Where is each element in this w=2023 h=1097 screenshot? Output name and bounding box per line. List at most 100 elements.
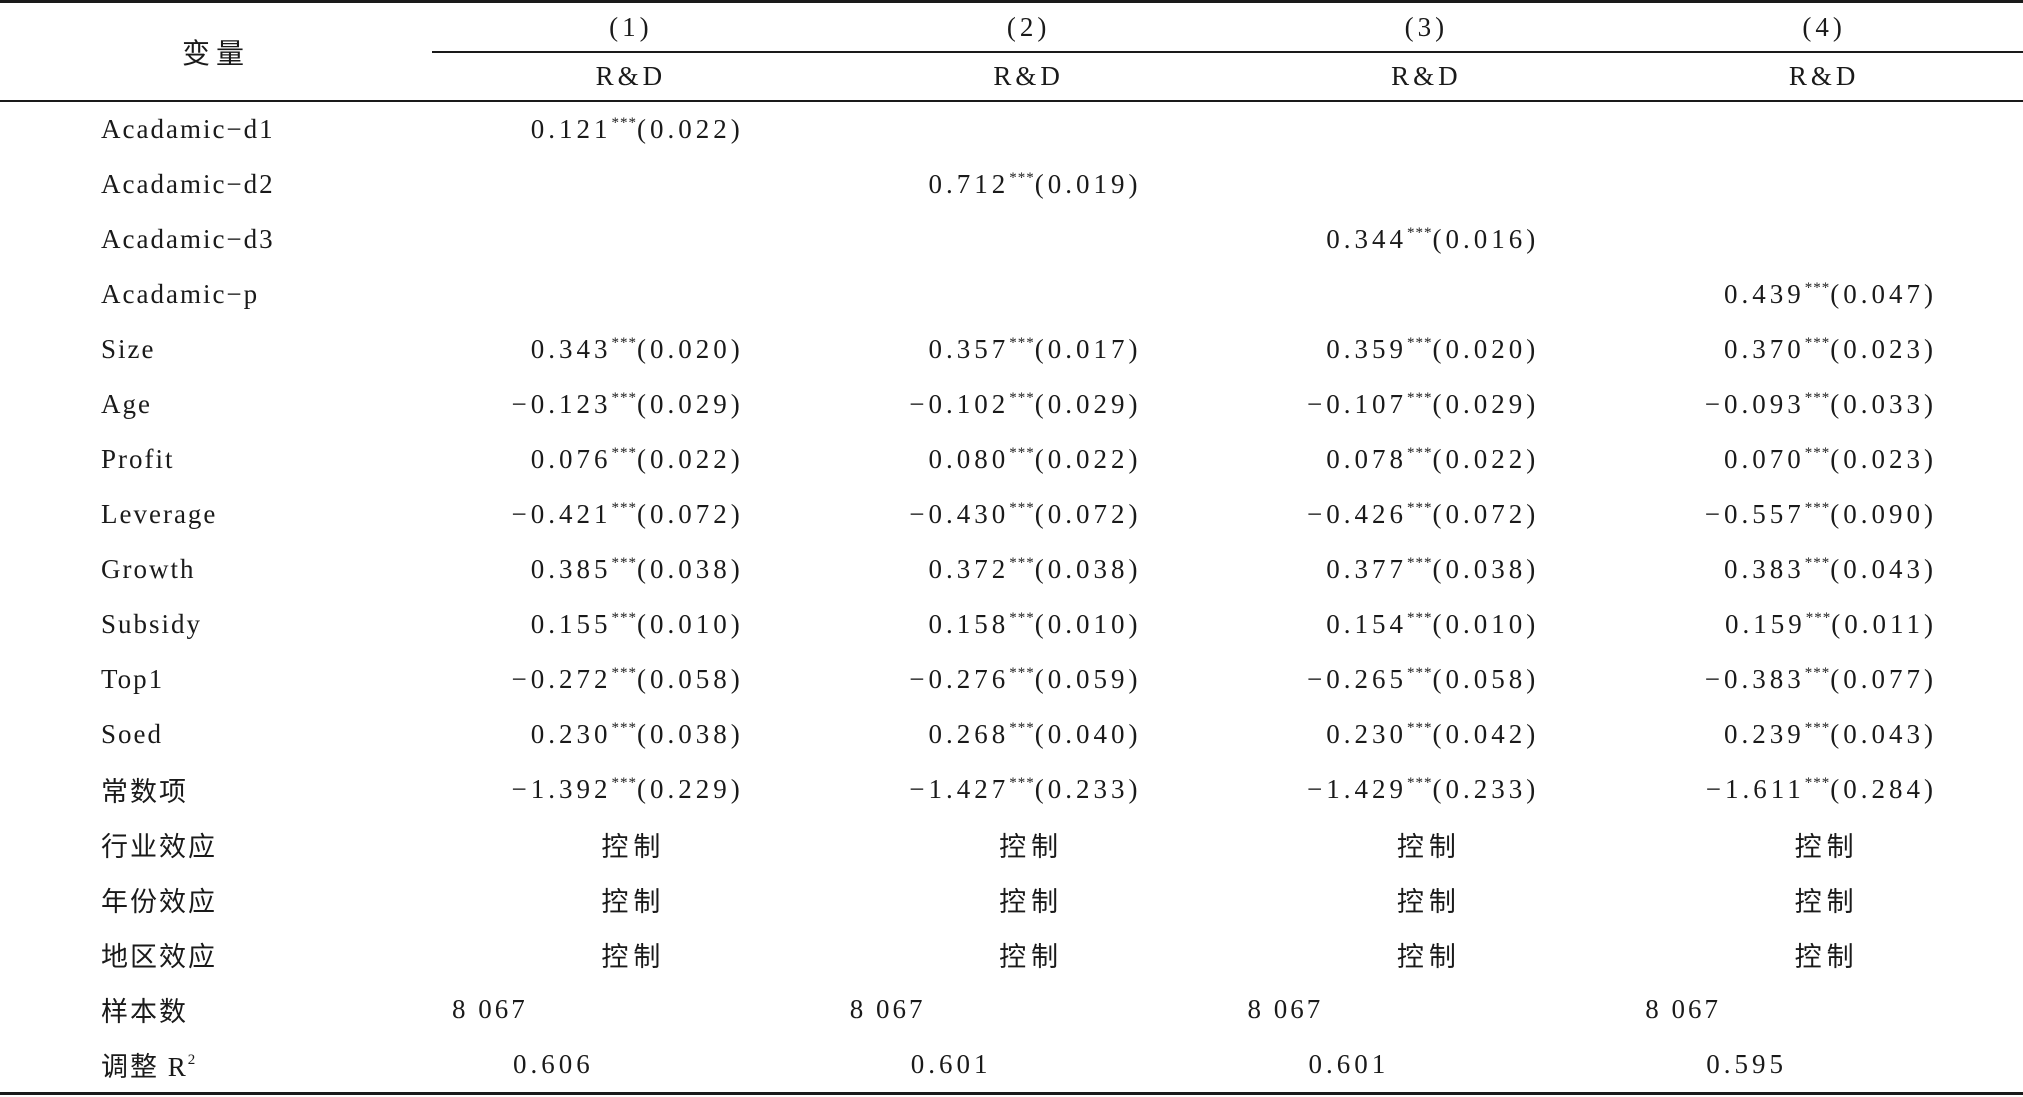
- table-row: 常数项 −1.392***(0.229) −1.427***(0.233) −1.42…: [0, 762, 2023, 817]
- significance-stars: ***: [611, 500, 638, 516]
- row-label-text: Soed: [101, 719, 163, 749]
- coef-cell: −0.102***(0.029): [830, 389, 1228, 420]
- header-mid-rule: [432, 51, 2023, 53]
- control-cell: 控制: [1396, 832, 1461, 862]
- coefficient: 0.159: [1725, 609, 1806, 639]
- standard-error: (0.043): [1830, 554, 1937, 584]
- coef-cell: 0.377***(0.038): [1228, 554, 1626, 585]
- row-label-text: Size: [101, 334, 156, 364]
- significance-stars: ***: [1407, 500, 1433, 516]
- standard-error: (0.023): [1830, 444, 1937, 474]
- row-label: Profit: [0, 444, 432, 475]
- row-label-text: 地区效应: [101, 942, 217, 972]
- column-number-2: (2): [1006, 11, 1051, 42]
- dependent-variable-1: R&D: [595, 61, 667, 91]
- significance-stars: ***: [611, 390, 638, 406]
- row-label-text: Acadamic−d2: [101, 169, 275, 199]
- significance-stars: ***: [1804, 280, 1831, 296]
- control-row: 年份效应 控制 控制 控制 控制: [0, 872, 2023, 927]
- standard-error: (0.022): [637, 114, 744, 144]
- coef-cell: 0.439***(0.047): [1625, 279, 2023, 310]
- coefficient: 0.385: [530, 554, 612, 584]
- row-label-text: Subsidy: [101, 609, 203, 639]
- row-label: Acadamic−d3: [0, 224, 432, 255]
- coef-cell: −1.429***(0.233): [1228, 774, 1626, 805]
- coef-cell: −1.611***(0.284): [1625, 774, 2023, 805]
- significance-stars: ***: [1009, 665, 1035, 681]
- significance-stars: ***: [1009, 610, 1035, 626]
- significance-stars: ***: [1009, 555, 1035, 571]
- significance-stars: ***: [611, 555, 638, 571]
- standard-error: (0.058): [1432, 664, 1540, 694]
- standard-error: (0.229): [637, 774, 744, 804]
- coef-cell: 0.155***(0.010): [432, 609, 830, 640]
- significance-stars: ***: [1407, 720, 1433, 736]
- standard-error: (0.016): [1432, 224, 1540, 254]
- coefficient: −0.123: [511, 389, 612, 419]
- dependent-variable-2: R&D: [993, 61, 1064, 91]
- control-cell: 控制: [999, 832, 1064, 862]
- row-label-text: Acadamic−p: [101, 279, 260, 309]
- row-label-text: Age: [101, 389, 152, 419]
- standard-error: (0.019): [1034, 169, 1142, 199]
- significance-stars: ***: [1804, 390, 1831, 406]
- control-row: 地区效应 控制 控制 控制 控制: [0, 927, 2023, 982]
- adj-r2-row: 调整 R2 0.606 0.601 0.601 0.595: [0, 1037, 2023, 1092]
- coef-cell: 0.357***(0.017): [830, 334, 1228, 365]
- row-label-text: 年份效应: [101, 887, 217, 917]
- variable-header: 变量: [181, 38, 250, 70]
- coefficient: 0.377: [1326, 554, 1408, 584]
- coef-cell: −0.557***(0.090): [1625, 499, 2023, 530]
- adj-r2-cell: 0.595: [1706, 1049, 1787, 1079]
- standard-error: (0.072): [637, 499, 744, 529]
- bottom-rule: [0, 1092, 2023, 1095]
- coef-cell: 0.359***(0.020): [1228, 334, 1626, 365]
- coef-cell: −0.430***(0.072): [830, 499, 1228, 530]
- coef-cell: 0.372***(0.038): [830, 554, 1228, 585]
- significance-stars: ***: [1804, 775, 1831, 791]
- significance-stars: ***: [611, 665, 638, 681]
- column-number-3: (3): [1404, 11, 1449, 42]
- significance-stars: ***: [1805, 610, 1832, 626]
- coefficient: −0.557: [1704, 499, 1805, 529]
- standard-error: (0.033): [1830, 389, 1937, 419]
- standard-error: (0.038): [1432, 554, 1540, 584]
- top-rule: [0, 0, 2023, 3]
- row-label: 常数项: [0, 770, 432, 809]
- significance-stars: ***: [1009, 445, 1035, 461]
- standard-error: (0.023): [1830, 334, 1937, 364]
- coefficient: 0.080: [928, 444, 1010, 474]
- coefficient: −1.427: [909, 774, 1010, 804]
- significance-stars: ***: [1407, 445, 1433, 461]
- sample-size-cell: 8 067: [1247, 994, 1324, 1024]
- control-cell: 控制: [1794, 832, 1859, 862]
- coef-cell: 0.076***(0.022): [432, 444, 830, 475]
- standard-error: (0.017): [1034, 334, 1142, 364]
- control-cell: 控制: [601, 942, 666, 972]
- coefficient: −1.392: [511, 774, 612, 804]
- coefficient: −0.430: [909, 499, 1010, 529]
- standard-error: (0.058): [637, 664, 744, 694]
- coef-cell: 0.239***(0.043): [1625, 719, 2023, 750]
- column-number-1: (1): [609, 11, 653, 42]
- coef-cell: 0.070***(0.023): [1625, 444, 2023, 475]
- table-row: Leverage −0.421***(0.072) −0.430***(0.072)…: [0, 487, 2023, 542]
- significance-stars: ***: [1804, 720, 1831, 736]
- coefficient: 0.359: [1326, 334, 1408, 364]
- coefficient: 0.155: [530, 609, 612, 639]
- control-cell: 控制: [999, 942, 1064, 972]
- coef-cell: 0.712***(0.019): [830, 169, 1228, 200]
- row-label: 年份效应: [0, 880, 432, 919]
- coefficient: −0.107: [1307, 389, 1408, 419]
- standard-error: (0.010): [637, 609, 744, 639]
- standard-error: (0.022): [1432, 444, 1540, 474]
- row-label: 行业效应: [0, 825, 432, 864]
- standard-error: (0.072): [1432, 499, 1540, 529]
- coef-cell: 0.158***(0.010): [830, 609, 1228, 640]
- coefficient: 0.383: [1724, 554, 1805, 584]
- coef-cell: −0.123***(0.029): [432, 389, 830, 420]
- standard-error: (0.233): [1034, 774, 1142, 804]
- coefficient: 0.070: [1724, 444, 1805, 474]
- coefficient: −0.265: [1307, 664, 1408, 694]
- significance-stars: ***: [1804, 555, 1831, 571]
